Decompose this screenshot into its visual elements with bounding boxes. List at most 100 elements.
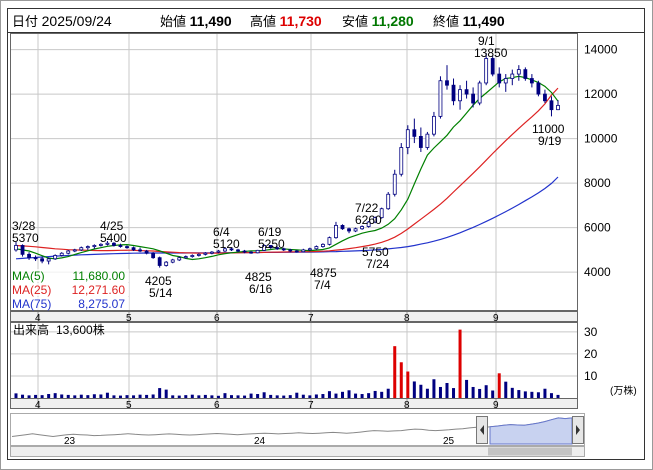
annotation-value: 5120 bbox=[213, 237, 240, 251]
candlestick bbox=[529, 74, 534, 88]
month-label: 8 bbox=[404, 400, 410, 411]
candle-body bbox=[392, 173, 397, 195]
candlestick bbox=[255, 249, 260, 254]
volume-bar bbox=[60, 394, 64, 398]
volume-grid bbox=[11, 323, 577, 398]
candle-body bbox=[536, 82, 541, 95]
candle-body bbox=[399, 147, 404, 175]
candle-body bbox=[177, 257, 182, 261]
candlestick bbox=[281, 247, 286, 252]
volume-bar bbox=[465, 379, 469, 398]
month-label: 7 bbox=[308, 313, 314, 324]
volume-bar bbox=[308, 395, 312, 398]
volume-tick-label: 20 bbox=[584, 347, 598, 361]
ma-legend-value: 12,271.60 bbox=[72, 283, 126, 297]
candle-body bbox=[131, 247, 136, 251]
volume-bar bbox=[132, 395, 136, 398]
candlestick bbox=[53, 254, 58, 260]
annotation-value: 6260 bbox=[355, 213, 382, 227]
candlestick bbox=[464, 80, 469, 99]
navigator-area bbox=[10, 413, 585, 446]
candle-body bbox=[98, 243, 103, 246]
month-labels-top: 4 5 6 7 8 9 bbox=[35, 312, 499, 324]
candlestick bbox=[131, 246, 136, 252]
candle-body bbox=[190, 255, 195, 257]
annotation-date: 3/28 bbox=[12, 219, 36, 233]
volume-bar bbox=[445, 383, 449, 398]
candlestick bbox=[451, 78, 456, 106]
volume-bar bbox=[164, 389, 168, 398]
candlestick bbox=[118, 243, 123, 248]
candlestick bbox=[549, 96, 554, 117]
range-navigator[interactable]: 23 24 25 bbox=[10, 413, 585, 457]
navigator-scroll-thumb[interactable] bbox=[488, 447, 572, 456]
volume-bar bbox=[197, 395, 201, 398]
candle-body bbox=[66, 250, 71, 254]
month-label: 8 bbox=[404, 313, 410, 324]
volume-bar bbox=[412, 381, 416, 398]
month-label: 4 bbox=[35, 313, 41, 324]
candlestick bbox=[79, 246, 84, 252]
volume-bar bbox=[347, 390, 351, 398]
candle-body bbox=[516, 69, 521, 75]
candlestick bbox=[353, 227, 358, 233]
candlestick bbox=[321, 243, 325, 248]
legend-backdrop bbox=[11, 297, 129, 310]
volume-bar bbox=[236, 395, 240, 398]
ma-legend-label: MA(25) bbox=[12, 283, 51, 297]
inner-frame bbox=[7, 8, 645, 460]
annotation-date: 5/14 bbox=[149, 286, 173, 300]
candlestick bbox=[445, 65, 449, 90]
candlestick bbox=[177, 256, 182, 262]
month-label: 6 bbox=[214, 313, 220, 324]
candle-body bbox=[340, 225, 345, 230]
candlestick bbox=[497, 67, 502, 88]
candlestick bbox=[20, 244, 25, 257]
volume-bar bbox=[367, 393, 371, 398]
candle-body bbox=[92, 245, 97, 247]
ma-legend-item: MA(25) 12,271.60 bbox=[11, 283, 129, 297]
ma-legend-item: MA(5) 11,680.00 bbox=[11, 269, 129, 283]
volume-bar bbox=[393, 346, 397, 398]
candlestick bbox=[477, 80, 482, 106]
ma25-line bbox=[15, 87, 559, 254]
volume-bar bbox=[425, 388, 429, 398]
candlestick bbox=[210, 251, 214, 255]
annotation-value: 5370 bbox=[12, 231, 39, 245]
candle-body bbox=[196, 253, 201, 256]
candlestick bbox=[405, 125, 410, 155]
candlestick bbox=[125, 245, 129, 249]
candlestick bbox=[536, 80, 541, 97]
candlestick bbox=[314, 245, 319, 250]
candle-body bbox=[556, 105, 560, 111]
ma5-line bbox=[15, 75, 559, 261]
candlestick bbox=[379, 207, 384, 219]
candle-body bbox=[412, 129, 417, 137]
navigator-scrollbar[interactable] bbox=[10, 446, 585, 457]
navigator-labels: 23 24 25 bbox=[64, 436, 455, 447]
volume-bar bbox=[314, 394, 318, 398]
annotation-date: 7/22 bbox=[355, 201, 379, 215]
volume-bar bbox=[27, 395, 31, 398]
candlestick bbox=[458, 85, 462, 110]
candlestick bbox=[294, 249, 299, 253]
volume-bar bbox=[210, 395, 214, 398]
candlestick bbox=[196, 253, 201, 257]
open-field: 始値 11,490 bbox=[160, 10, 232, 32]
candle-body bbox=[216, 250, 221, 253]
candle-body bbox=[105, 242, 110, 245]
ma-legend-label: MA(5) bbox=[12, 269, 45, 283]
close-field: 終値 11,490 bbox=[433, 10, 505, 32]
candlestick bbox=[183, 255, 188, 259]
candlestick bbox=[275, 246, 280, 250]
candle-body bbox=[497, 73, 502, 84]
candle-body bbox=[151, 252, 156, 259]
volume-bar bbox=[491, 390, 495, 398]
candle-body bbox=[490, 58, 495, 75]
candlestick bbox=[543, 89, 547, 103]
